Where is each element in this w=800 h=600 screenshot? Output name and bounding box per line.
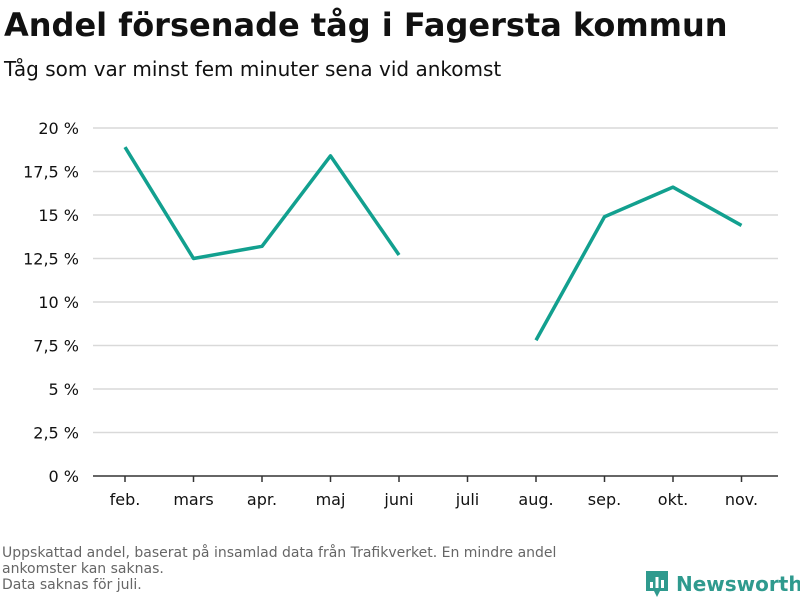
y-tick-label: 0 % bbox=[49, 467, 79, 486]
footnote-line: ankomster kan saknas. bbox=[2, 561, 164, 577]
x-tick-label: mars bbox=[173, 490, 213, 509]
y-tick-label: 7,5 % bbox=[33, 337, 79, 356]
x-tick-label: feb. bbox=[110, 490, 141, 509]
footnote: Uppskattad andel, baserat på insamlad da… bbox=[2, 545, 632, 593]
y-tick-label: 17,5 % bbox=[23, 163, 79, 182]
y-axis-labels: 0 % 2,5 % 5 % 7,5 % 10 % 12,5 % 15 % 17,5 % 20 % bbox=[23, 119, 79, 486]
line-chart: 0 % 2,5 % 5 % 7,5 % 10 % 12,5 % 15 % 17,5 % 20 %… bbox=[23, 119, 778, 509]
x-tick-label: apr. bbox=[247, 490, 277, 509]
x-tick-label: juni bbox=[383, 490, 413, 509]
x-tick-label: maj bbox=[316, 490, 346, 509]
x-axis-labels: feb. mars apr. maj juni juli aug. sep. okt. nov. bbox=[110, 490, 758, 509]
x-tick-label: aug. bbox=[518, 490, 553, 509]
series-lines bbox=[123, 146, 743, 342]
x-tick-label: sep. bbox=[588, 490, 621, 509]
gridlines bbox=[93, 127, 778, 434]
x-tick-label: juli bbox=[455, 490, 479, 509]
brand-name: Newsworthy bbox=[676, 572, 800, 596]
y-tick-label: 10 % bbox=[38, 293, 79, 312]
x-axis bbox=[93, 475, 778, 482]
footnote-line: Uppskattad andel, baserat på insamlad da… bbox=[2, 545, 557, 561]
newsworthy-brand: Newsworthy bbox=[644, 568, 800, 600]
y-tick-label: 2,5 % bbox=[33, 424, 79, 443]
footnote-line: Data saknas för juli. bbox=[2, 577, 142, 593]
y-tick-label: 5 % bbox=[49, 380, 79, 399]
y-tick-label: 12,5 % bbox=[23, 250, 79, 269]
chart-subtitle: Tåg som var minst fem minuter sena vid a… bbox=[4, 57, 502, 81]
bar-chart-logo-icon bbox=[646, 571, 668, 597]
series-line-segment bbox=[534, 185, 743, 342]
y-tick-label: 15 % bbox=[38, 206, 79, 225]
y-tick-label: 20 % bbox=[38, 119, 79, 138]
series-line-segment bbox=[123, 146, 401, 261]
x-tick-label: nov. bbox=[725, 490, 758, 509]
x-tick-label: okt. bbox=[658, 490, 688, 509]
chart-title: Andel försenade tåg i Fagersta kommun bbox=[4, 6, 728, 44]
